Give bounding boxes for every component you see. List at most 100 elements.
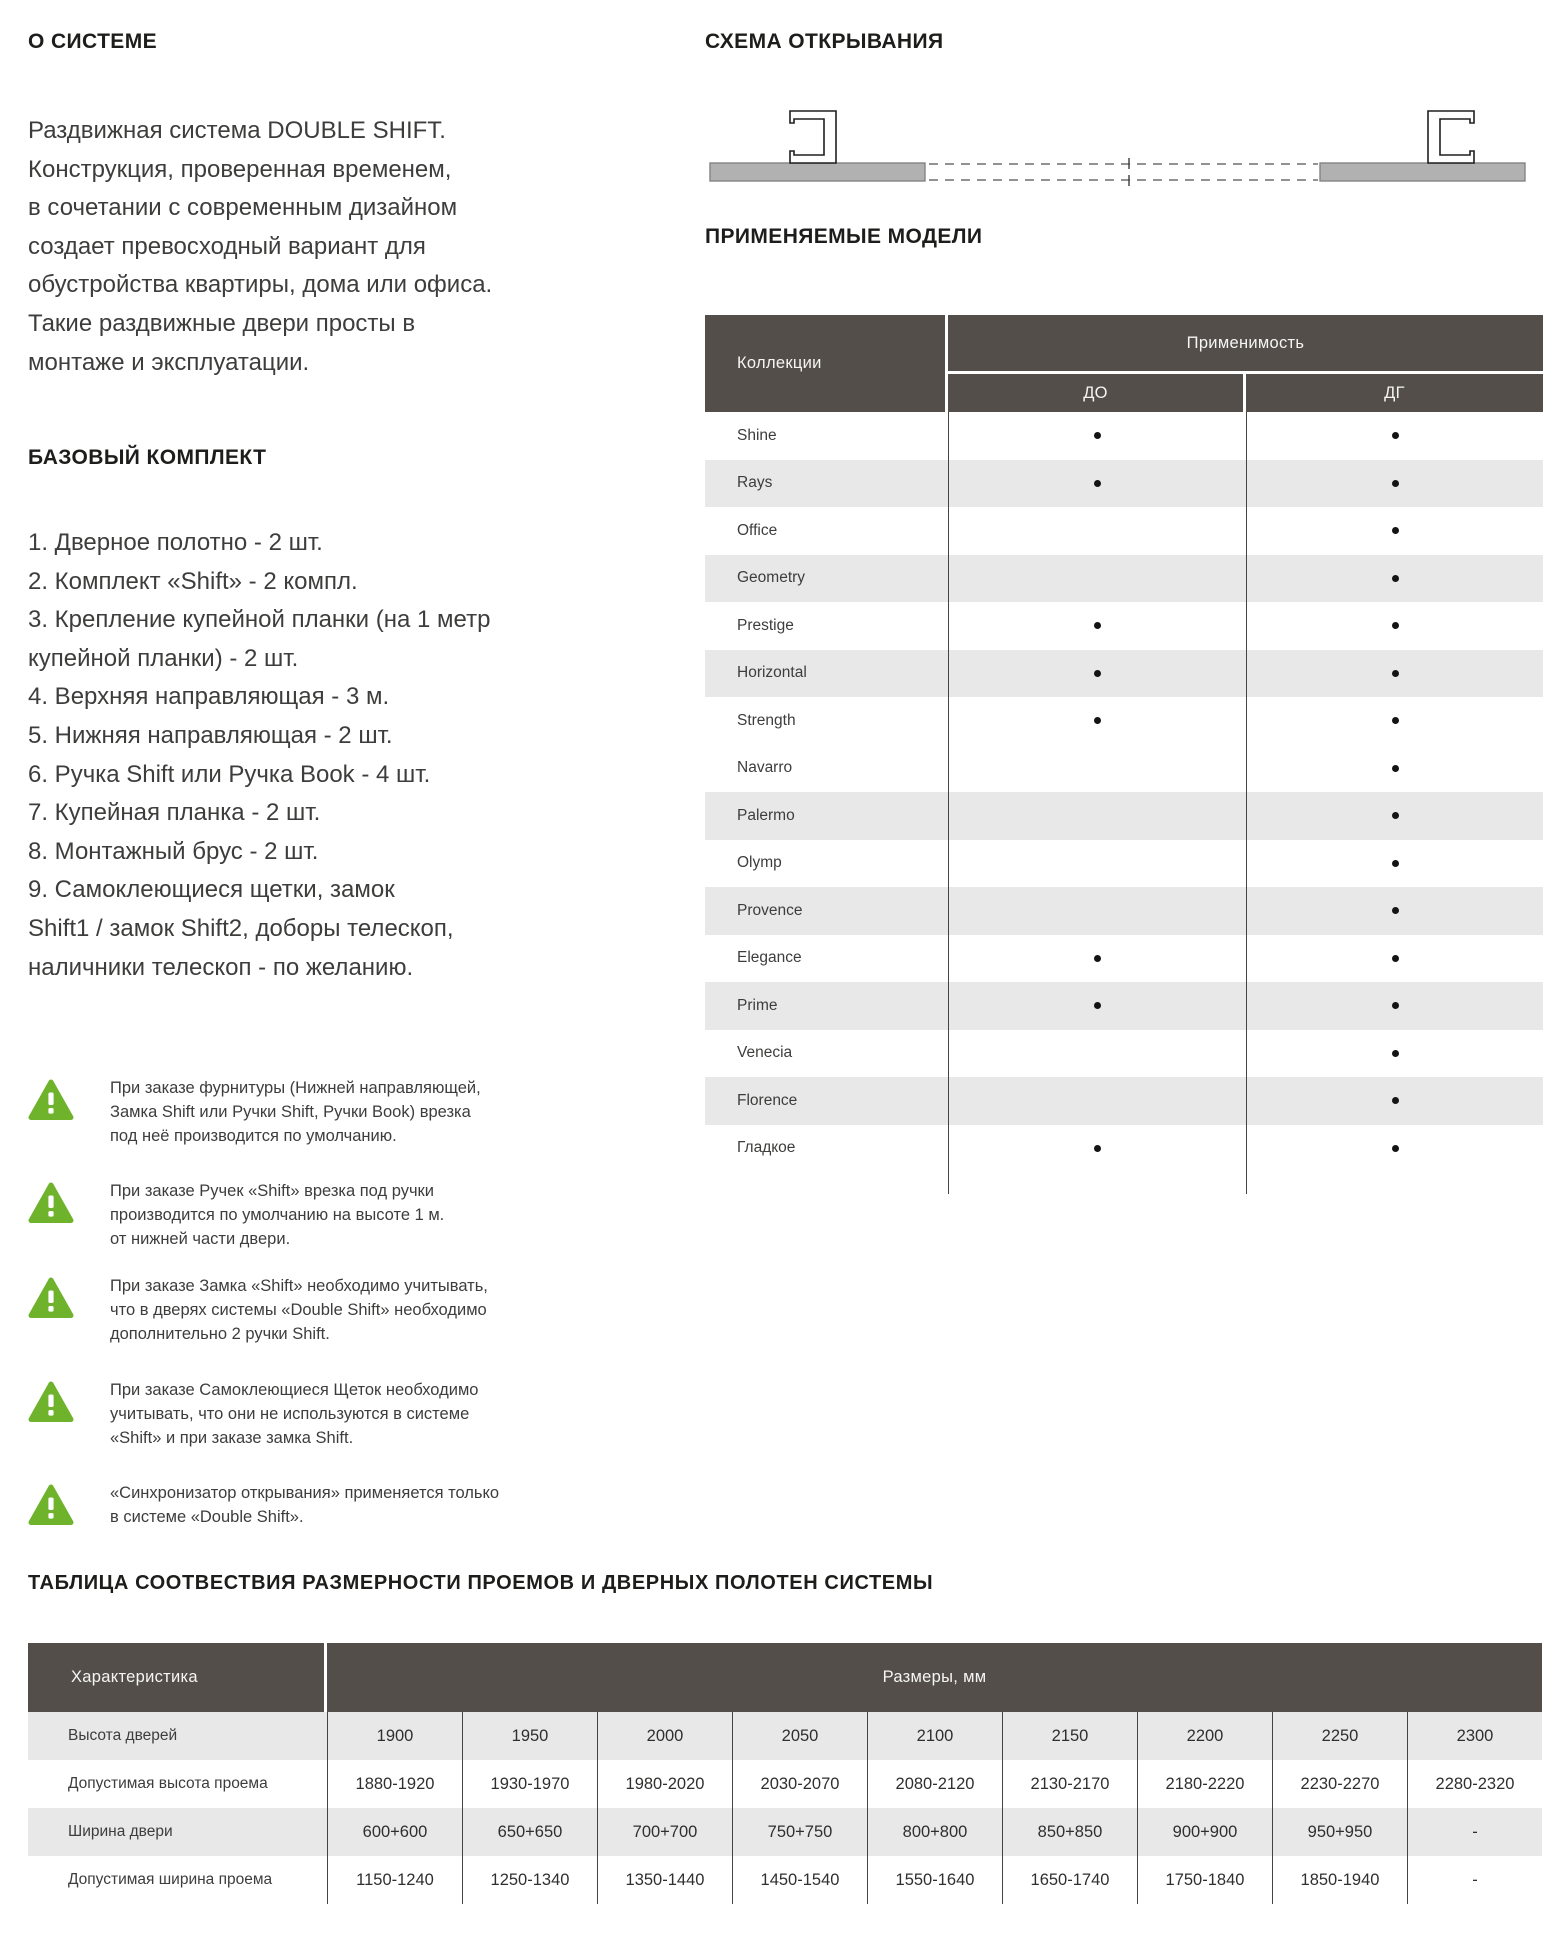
size-row-label: Допустимая ширина проема (68, 1871, 273, 1888)
collection-name: Office (737, 521, 778, 539)
collection-name: Provence (705, 887, 948, 935)
dg-cell (1246, 839, 1543, 887)
applicability-dot (1094, 432, 1101, 440)
collection-name: Prestige (737, 616, 794, 634)
kit-item: 9. Самоклеющиеся щетки, замок Shift1 / з… (28, 876, 454, 981)
size-value-cell: 2050 (732, 1712, 867, 1760)
opening-scheme-diagram (709, 110, 1526, 186)
size-table: Характеристика Размеры, мм Высота дверей… (28, 1643, 1542, 1904)
do-cell (948, 459, 1246, 507)
applicability-dot (1094, 622, 1101, 630)
size-value-cell: - (1407, 1808, 1542, 1856)
collection-name: Гладкое (737, 1139, 796, 1157)
dg-cell (1246, 1124, 1543, 1172)
dg-cell (1246, 934, 1543, 982)
warning-note: При заказе Ручек «Shift» врезка под ручк… (28, 1179, 538, 1251)
applicability-dot (1391, 812, 1399, 820)
warning-text: «Синхронизатор открывания» применяется т… (110, 1484, 500, 1526)
applicability-dot (1391, 1097, 1399, 1105)
applicability-dot (1391, 432, 1399, 440)
kit-item: 8. Монтажный брус - 2 шт. (28, 837, 319, 865)
warning-text: При заказе фурнитуры (Нижней направляюще… (110, 1079, 481, 1145)
dg-cell (1246, 697, 1543, 745)
size-value-cell: 1950 (462, 1712, 597, 1760)
do-cell (948, 982, 1246, 1030)
applicability-dot (1094, 954, 1101, 962)
applicability-dot (1391, 574, 1399, 582)
kit-item: 3. Крепление купейной планки (на 1 метр … (28, 606, 491, 672)
collection-name: Geometry (705, 554, 948, 602)
do-cell (948, 887, 1246, 935)
applicability-dot (1391, 717, 1399, 725)
size-value-cell: - (1407, 1856, 1542, 1904)
size-value-cell: 2080-2120 (867, 1760, 1002, 1808)
kit-title: БАЗОВЫЙ КОМПЛЕКТ (28, 446, 267, 469)
size-value-cell: 850+850 (1002, 1808, 1137, 1856)
applicability-dot (1391, 859, 1399, 867)
warning-icon (28, 1182, 74, 1223)
dg-cell (1246, 744, 1543, 792)
applicability-dot (1391, 907, 1399, 915)
size-value-cell: 2300 (1407, 1712, 1542, 1760)
collection-name: Horizontal (705, 649, 948, 697)
applicability-dot (1391, 527, 1399, 535)
do-cell (948, 602, 1246, 650)
door-profile-right-icon (1427, 110, 1475, 164)
warning-note: При заказе фурнитуры (Нижней направляюще… (28, 1076, 538, 1148)
warning-icon (28, 1484, 74, 1525)
warning-note: При заказе Самоклеющиеся Щеток необходим… (28, 1378, 538, 1450)
size-value-cell: 2130-2170 (1002, 1760, 1137, 1808)
kit-item: 4. Верхняя направляющая - 3 м. (28, 683, 390, 711)
table-line-extension (1246, 1172, 1543, 1194)
size-value-cell: 750+750 (732, 1808, 867, 1856)
do-cell (948, 412, 1246, 460)
size-value-cell: 1150-1240 (327, 1856, 462, 1904)
size-value-cell: 1650-1740 (1002, 1856, 1137, 1904)
warning-note: При заказе Замка «Shift» необходимо учит… (28, 1274, 538, 1346)
table-line-extension (948, 1172, 1246, 1194)
collection-name: Florence (705, 1077, 948, 1125)
collection-name: Venecia (737, 1044, 793, 1062)
size-value-cell: 2030-2070 (732, 1760, 867, 1808)
applicability-dot (1391, 954, 1399, 962)
applicability-dot (1094, 479, 1101, 487)
size-value-cell: 2230-2270 (1272, 1760, 1407, 1808)
kit-item: 6. Ручка Shift или Ручка Book - 4 шт. (28, 760, 431, 788)
size-value-cell: 1880-1920 (327, 1760, 462, 1808)
dg-cell (1246, 649, 1543, 697)
size-value-cell: 900+900 (1137, 1808, 1272, 1856)
dg-cell (1246, 602, 1543, 650)
size-value-cell: 1450-1540 (732, 1856, 867, 1904)
size-value-cell: 1850-1940 (1272, 1856, 1407, 1904)
size-value-cell: 1350-1440 (597, 1856, 732, 1904)
about-paragraph: Раздвижная система DOUBLE SHIFT. Констру… (28, 117, 493, 376)
dg-cell (1246, 1077, 1543, 1125)
warning-text: При заказе Замка «Shift» необходимо учит… (110, 1277, 488, 1343)
size-value-cell: 2150 (1002, 1712, 1137, 1760)
dg-cell (1246, 887, 1543, 935)
do-cell (948, 554, 1246, 602)
applicability-dot (1391, 764, 1399, 772)
collection-name: Elegance (737, 949, 802, 967)
size-value-cell: 2200 (1137, 1712, 1272, 1760)
kit-item: 5. Нижняя направляющая - 2 шт. (28, 721, 393, 749)
dg-cell (1246, 1029, 1543, 1077)
size-value-cell: 2250 (1272, 1712, 1407, 1760)
warning-text: При заказе Ручек «Shift» врезка под ручк… (110, 1182, 445, 1248)
dg-cell (1246, 982, 1543, 1030)
size-row-label: Высота дверей (28, 1712, 327, 1760)
do-cell (948, 697, 1246, 745)
kit-item: 2. Комплект «Shift» - 2 компл. (28, 567, 358, 595)
about-title: О СИСТЕМЕ (28, 30, 158, 53)
door-panel-right (1319, 162, 1526, 182)
do-cell (948, 1124, 1246, 1172)
applicability-dot (1391, 1144, 1399, 1152)
size-row-label: Ширина двери (28, 1808, 327, 1856)
warning-note: «Синхронизатор открывания» применяется т… (28, 1481, 538, 1530)
warning-icon (28, 1277, 74, 1318)
warning-icon (28, 1381, 74, 1422)
kit-list: 1. Дверное полотно - 2 шт. 2. Комплект «S… (28, 524, 568, 987)
dg-cell (1246, 554, 1543, 602)
applicability-dot (1094, 1144, 1101, 1152)
